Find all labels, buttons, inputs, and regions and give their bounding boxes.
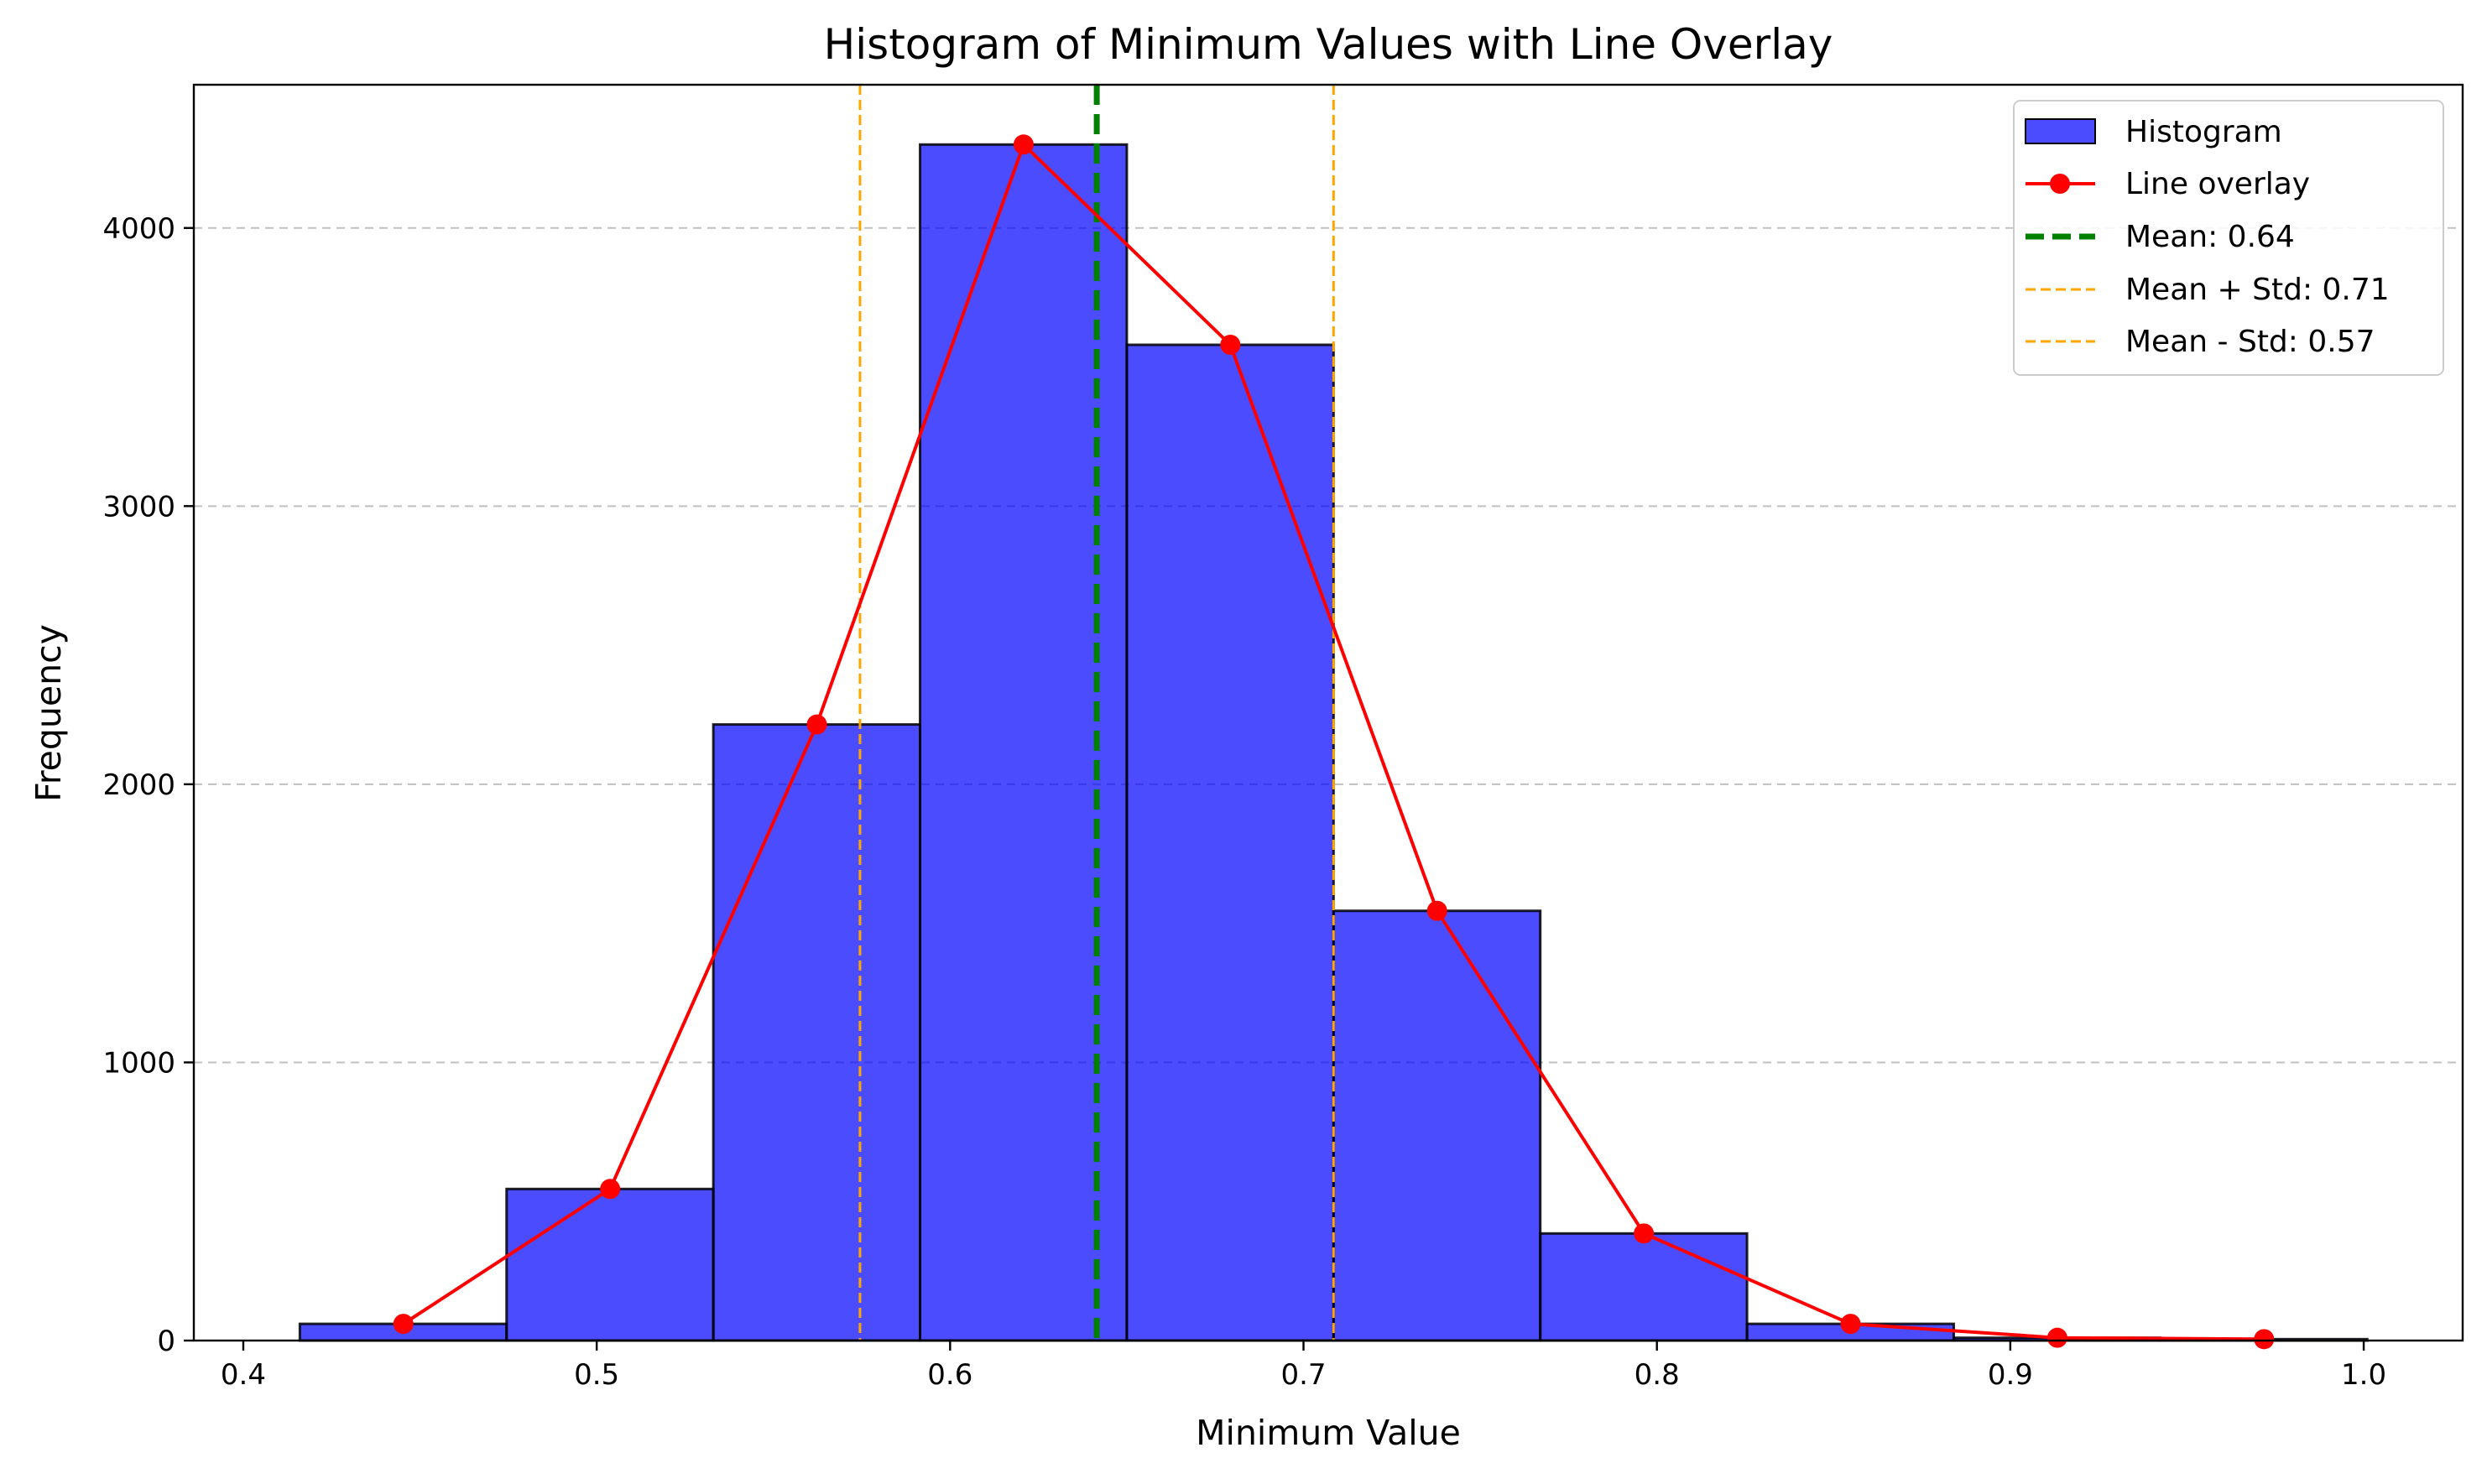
line-overlay-point: [2046, 1327, 2067, 1348]
line-overlay-point: [1840, 1314, 1861, 1335]
legend-entry-histogram: Histogram: [2025, 115, 2282, 149]
legend-marker-line-overlay: [2050, 174, 2070, 194]
x-tick-label: 0.7: [1280, 1358, 1326, 1392]
y-tick-label: 0: [157, 1325, 175, 1358]
x-tick-label: 0.9: [1988, 1358, 2033, 1392]
line-overlay-point: [806, 714, 827, 735]
histogram-bar: [505, 1187, 715, 1342]
legend-entry-mean-plus-std: Mean + Std: 0.71: [2026, 273, 2390, 307]
legend-box: [2013, 100, 2444, 376]
x-tick-label: 1.0: [2341, 1358, 2386, 1392]
histogram-bar: [1125, 343, 1335, 1342]
line-overlay-point: [1426, 900, 1447, 921]
legend-swatch-histogram: [2025, 118, 2096, 144]
line-overlay-point: [1634, 1223, 1655, 1244]
x-tick-label: 0.6: [927, 1358, 972, 1392]
plot-frame: [192, 83, 2464, 1342]
x-tick-label: 0.8: [1635, 1358, 1680, 1392]
legend-label-histogram: Histogram: [2125, 115, 2282, 149]
line-overlay: [393, 134, 2275, 1350]
x-axis-label: Minimum Value: [1196, 1413, 1461, 1453]
statistic-lines: [858, 85, 1335, 1341]
histogram-bar: [712, 723, 922, 1342]
line-overlay-point: [1013, 134, 1034, 155]
legend-label-mean-plus-std: Mean + Std: 0.71: [2125, 273, 2390, 307]
axis-ticks: 0.4 0.5 0.6 0.7 0.8 0.9 1.0 0 1000 2000 3000 4000: [102, 212, 2386, 1392]
line-overlay-path: [402, 143, 2265, 1341]
legend-entry-mean: Mean: 0.64: [2026, 220, 2295, 254]
x-tick-label: 0.5: [574, 1358, 619, 1392]
y-tick-label: 1000: [102, 1046, 175, 1080]
line-overlay-point: [1220, 335, 1241, 356]
y-tick-label: 4000: [102, 212, 175, 246]
line-overlay-point: [2254, 1329, 2275, 1350]
line-overlay-point: [600, 1179, 621, 1200]
histogram-bar: [1539, 1231, 1749, 1342]
line-overlay-point: [393, 1314, 414, 1335]
x-tick-label: 0.4: [221, 1358, 266, 1392]
legend-label-mean-minus-std: Mean - Std: 0.57: [2125, 325, 2375, 359]
y-tick-label: 3000: [102, 490, 175, 523]
legend-entry-line-overlay: Line overlay: [2026, 167, 2310, 201]
chart-title: Histogram of Minimum Values with Line Ov…: [824, 20, 1833, 69]
y-axis-label: Frequency: [29, 624, 69, 802]
legend-label-line-overlay: Line overlay: [2125, 167, 2310, 201]
legend: Histogram Line overlay Mean: 0.64 Mean +…: [2013, 100, 2444, 376]
legend-entry-mean-minus-std: Mean - Std: 0.57: [2026, 325, 2375, 359]
y-tick-label: 2000: [102, 768, 175, 802]
legend-label-mean: Mean: 0.64: [2125, 220, 2295, 254]
histogram-bar: [1332, 909, 1542, 1342]
